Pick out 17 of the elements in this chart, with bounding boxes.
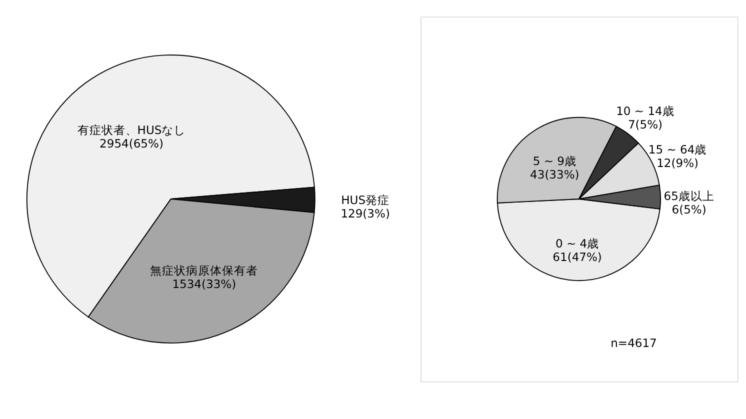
slice-label: 15 ~ 64歳 <box>648 142 707 157</box>
text: n=4617 <box>610 336 657 350</box>
slice-label: 10 ~ 14歳 <box>616 104 674 118</box>
data-label: 2954(65%) <box>100 136 164 151</box>
slice-label: 0 ~ 4歳 <box>555 236 600 251</box>
data-label: 1534(33%) <box>172 277 236 292</box>
data-label: 12(9%) <box>656 156 699 170</box>
slice-label: HUS発症 <box>341 193 390 208</box>
data-label: 61(47%) <box>552 250 602 264</box>
data-label: 129(3%) <box>340 206 390 221</box>
slice-label: 5 ~ 9歳 <box>532 154 576 168</box>
slice-label: 無症状病原体保有者 <box>150 264 258 278</box>
slice-label: 65歳以上 <box>664 189 714 204</box>
data-label: 7(5%) <box>628 117 663 132</box>
data-label: 43(33%) <box>530 168 580 182</box>
slice-label: 有症状者、HUSなし <box>77 123 186 138</box>
data-label: 6(5%) <box>672 202 706 217</box>
